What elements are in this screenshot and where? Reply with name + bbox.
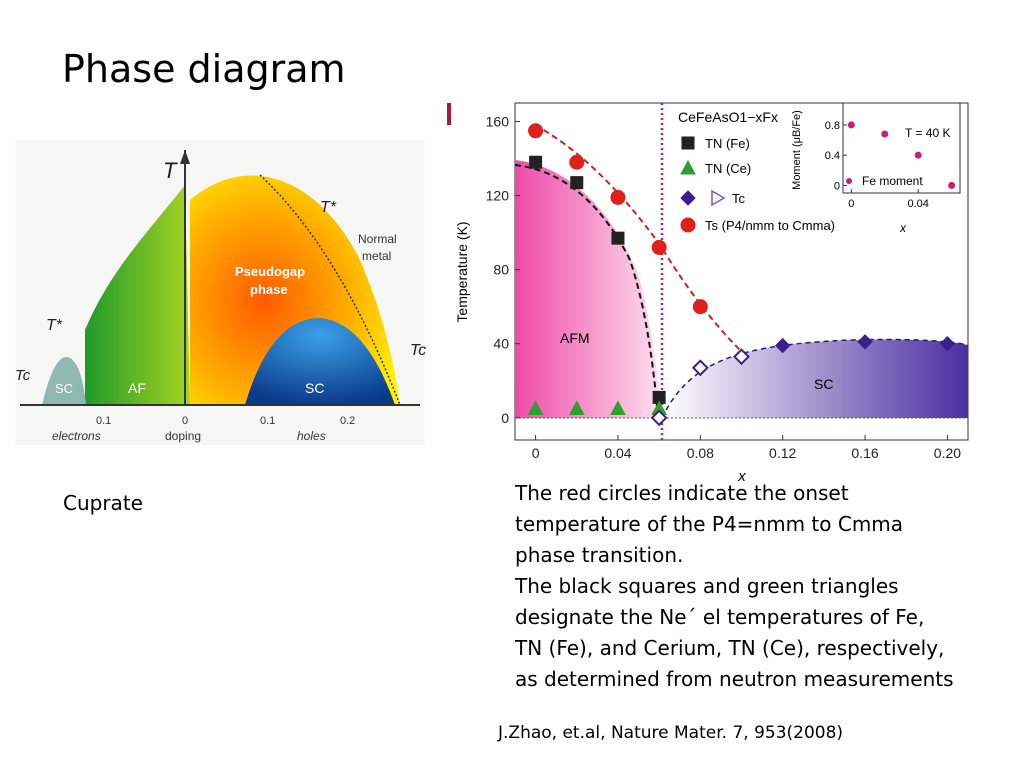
region-label: SC xyxy=(814,376,833,392)
square-marker xyxy=(611,231,625,245)
x-tick-label: 0.20 xyxy=(934,445,961,461)
diamond-marker xyxy=(650,409,668,427)
circle-marker xyxy=(569,154,585,170)
tick-label: 0.2 xyxy=(340,415,355,427)
inset-marker xyxy=(847,121,855,129)
inset-note: T = 40 K xyxy=(905,126,950,140)
figure-label: AF xyxy=(128,380,146,396)
triangle-marker xyxy=(568,400,585,416)
af-region xyxy=(85,185,190,405)
decoration xyxy=(447,103,451,125)
inset-x-tick-label: 0.04 xyxy=(908,198,929,210)
circle-marker xyxy=(528,123,544,139)
circle-marker xyxy=(692,299,708,315)
triangle-marker xyxy=(610,400,626,416)
tick-label: 0.1 xyxy=(96,415,111,427)
diamond-marker xyxy=(857,334,873,350)
inset-marker xyxy=(881,130,889,138)
inset-frame xyxy=(842,102,961,194)
paragraph-line: The red circles indicate the onset xyxy=(514,481,849,505)
y-tick-label: 120 xyxy=(486,188,510,204)
inset-y-tick-label: 0.8 xyxy=(825,120,840,132)
diamond-marker xyxy=(680,190,696,206)
open-triangle-marker xyxy=(711,189,726,207)
triangle-marker xyxy=(680,159,696,175)
diamond-marker xyxy=(733,348,750,366)
sc-left-region xyxy=(42,356,86,405)
square-marker xyxy=(681,136,695,150)
t-star-line xyxy=(259,174,401,406)
paragraph-line: TN (Fe), and Cerium, TN (Ce), respective… xyxy=(514,636,944,660)
figure-label: Pseudogap xyxy=(235,264,305,279)
region-label: AFM xyxy=(560,330,590,346)
y-tick-label: 0 xyxy=(501,410,509,426)
legend-label: Ts (P4/nmm to Cmma) xyxy=(705,218,835,233)
circle-marker xyxy=(680,217,696,233)
circle-marker xyxy=(651,239,667,255)
y-axis-label: Temperature (K) xyxy=(454,221,470,322)
tn-fit xyxy=(514,164,659,419)
legend-label: TN (Fe) xyxy=(705,136,750,151)
figure-label: Tc xyxy=(410,342,426,359)
diamond-marker xyxy=(691,359,709,377)
figure-label: metal xyxy=(362,249,391,263)
legend-label: Tc xyxy=(732,191,746,206)
x-tick-label: 0.16 xyxy=(851,445,878,461)
tick-label: 0 xyxy=(182,415,188,427)
axis-label: holes xyxy=(297,429,326,443)
figure-label: T* xyxy=(320,199,337,216)
figure-label: SC xyxy=(55,381,73,396)
arrow xyxy=(180,150,190,164)
diamond-marker xyxy=(939,336,956,352)
inset-marker xyxy=(948,181,956,189)
inset-marker xyxy=(914,151,922,159)
triangle-marker xyxy=(527,400,544,416)
y-tick-label: 80 xyxy=(493,262,509,278)
x-tick-label: 0.04 xyxy=(604,445,631,461)
cuprate-figure xyxy=(15,140,425,445)
x-tick-label: 0.12 xyxy=(769,445,796,461)
afm-region xyxy=(515,160,662,418)
paragraph-line: phase transition. xyxy=(515,543,683,567)
inset-legend-marker xyxy=(846,178,852,184)
diamond-marker xyxy=(774,337,791,354)
inset-x-label: x xyxy=(899,221,907,235)
reference: J.Zhao, et.al, Nature Mater. 7, 953(2008… xyxy=(497,723,843,743)
figure-label: Normal xyxy=(358,232,397,246)
figure-label: phase xyxy=(250,282,288,297)
x-tick-label: 0.08 xyxy=(687,445,714,461)
inset-x-tick-label: 0 xyxy=(848,198,854,210)
paragraph-line: temperature of the P4=nmm to Cmma xyxy=(515,512,903,536)
slide-title: Phase diagram xyxy=(62,47,346,91)
paragraph-line: as determined from neutron measurements xyxy=(515,667,954,691)
paragraph-line: The black squares and green triangles xyxy=(514,574,899,598)
left-caption: Cuprate xyxy=(63,491,143,515)
figure-label: SC xyxy=(305,380,324,396)
legend-title: CeFeAsO1−xFx xyxy=(678,109,778,125)
x-tick-label: 0 xyxy=(532,445,540,461)
figure-label: T* xyxy=(46,317,63,334)
sc-right-region xyxy=(245,318,395,405)
iron-pnictide-figure xyxy=(514,102,969,441)
axis-label: doping xyxy=(165,429,201,443)
square-marker xyxy=(570,176,584,190)
inset-legend: Fe moment xyxy=(862,174,923,188)
inset-y-tick-label: 0 xyxy=(834,180,840,192)
paragraph-line: designate the Ne´ el temperatures of Fe, xyxy=(515,605,924,629)
description: The red circles indicate the onset temper… xyxy=(514,481,954,691)
legend-label: TN (Ce) xyxy=(705,161,751,176)
axis-label: electrons xyxy=(52,429,101,443)
y-tick-label: 40 xyxy=(493,336,509,352)
circle-marker xyxy=(610,189,626,205)
inset-y-label: Moment (μB/Fe) xyxy=(791,110,803,190)
figure-label: T xyxy=(163,158,178,183)
inset-y-tick-label: 0.4 xyxy=(825,150,840,162)
x-axis-label: x xyxy=(737,468,746,485)
tick-label: 0.1 xyxy=(260,415,275,427)
figure-label: Tc xyxy=(15,367,31,384)
square-marker xyxy=(529,155,543,169)
y-tick-label: 160 xyxy=(486,114,510,130)
